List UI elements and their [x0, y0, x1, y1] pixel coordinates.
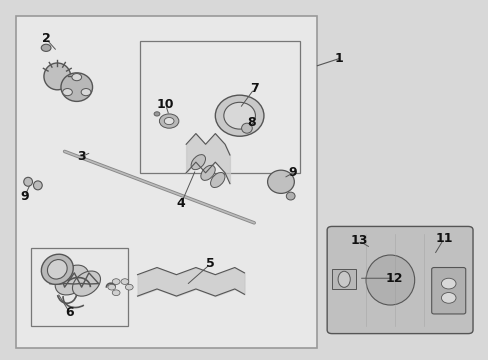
Ellipse shape [72, 271, 100, 296]
Text: 11: 11 [434, 233, 452, 246]
Ellipse shape [267, 170, 294, 193]
Text: 7: 7 [249, 82, 258, 95]
Ellipse shape [41, 254, 73, 284]
Circle shape [159, 114, 179, 128]
Text: 6: 6 [65, 306, 74, 319]
Bar [140, 41, 300, 173]
Circle shape [81, 89, 91, 96]
Text: 3: 3 [77, 150, 86, 163]
Circle shape [121, 279, 128, 284]
Circle shape [441, 278, 455, 289]
Text: 12: 12 [385, 272, 402, 285]
Circle shape [62, 89, 72, 96]
Ellipse shape [241, 123, 252, 133]
Ellipse shape [47, 260, 67, 279]
Text: 5: 5 [205, 257, 214, 270]
Bar [16, 16, 317, 348]
Ellipse shape [44, 63, 71, 90]
Circle shape [164, 117, 174, 125]
Ellipse shape [201, 165, 215, 180]
Ellipse shape [210, 172, 224, 188]
Text: 13: 13 [349, 234, 366, 247]
Ellipse shape [24, 177, 32, 186]
Ellipse shape [55, 265, 88, 295]
Bar [30, 248, 127, 327]
FancyBboxPatch shape [326, 226, 472, 334]
Ellipse shape [286, 192, 294, 200]
Ellipse shape [224, 102, 255, 129]
Text: 10: 10 [157, 99, 174, 112]
Bar [331, 269, 356, 289]
Circle shape [441, 293, 455, 303]
Ellipse shape [215, 95, 264, 136]
Text: 9: 9 [20, 190, 29, 203]
Ellipse shape [337, 271, 349, 287]
Ellipse shape [61, 73, 92, 102]
Circle shape [125, 284, 133, 290]
Text: 4: 4 [177, 197, 185, 210]
Circle shape [108, 284, 116, 290]
Circle shape [41, 44, 51, 51]
Ellipse shape [33, 181, 42, 190]
Ellipse shape [191, 154, 205, 170]
Circle shape [112, 279, 120, 284]
Text: 9: 9 [288, 166, 297, 179]
Text: 8: 8 [247, 116, 256, 129]
Circle shape [112, 290, 120, 296]
Text: 1: 1 [334, 52, 343, 65]
Text: 2: 2 [41, 32, 50, 45]
Circle shape [154, 112, 160, 116]
FancyBboxPatch shape [431, 267, 465, 314]
Circle shape [72, 73, 81, 81]
Ellipse shape [366, 255, 414, 305]
